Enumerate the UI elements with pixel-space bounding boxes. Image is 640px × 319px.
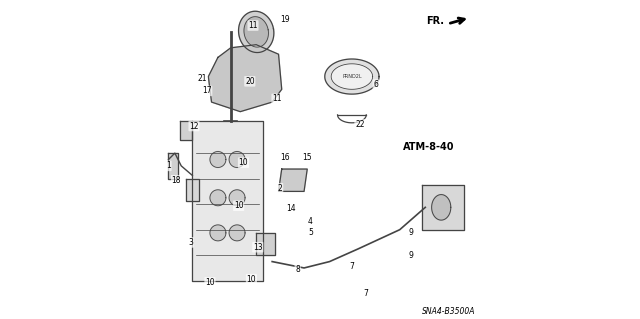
Polygon shape	[180, 121, 193, 140]
Text: 10: 10	[205, 278, 215, 287]
Polygon shape	[422, 185, 463, 230]
Polygon shape	[193, 121, 262, 281]
Text: SNA4-B3500A: SNA4-B3500A	[422, 307, 476, 315]
Text: FR.: FR.	[426, 16, 444, 26]
Polygon shape	[186, 179, 199, 201]
Text: 19: 19	[280, 15, 290, 24]
Text: 1: 1	[166, 161, 171, 170]
Text: 7: 7	[364, 289, 369, 298]
Polygon shape	[168, 153, 178, 179]
Text: 11: 11	[248, 21, 258, 30]
Polygon shape	[229, 152, 245, 167]
Text: ATM-8-40: ATM-8-40	[403, 142, 454, 152]
Text: 18: 18	[172, 176, 181, 185]
Polygon shape	[210, 225, 226, 241]
Text: 12: 12	[189, 122, 199, 130]
Text: 21: 21	[197, 74, 207, 83]
Text: 10: 10	[246, 275, 256, 284]
Text: 9: 9	[408, 228, 413, 237]
Polygon shape	[331, 64, 372, 89]
Polygon shape	[210, 152, 226, 167]
Text: 4: 4	[308, 217, 313, 226]
Text: 16: 16	[280, 153, 290, 162]
Text: 6: 6	[373, 80, 378, 89]
Text: 5: 5	[308, 228, 313, 237]
Text: 15: 15	[303, 153, 312, 162]
Polygon shape	[431, 195, 451, 220]
Text: 17: 17	[202, 86, 212, 95]
Text: 9: 9	[408, 251, 413, 260]
Text: 7: 7	[349, 262, 355, 271]
Text: 10: 10	[234, 201, 243, 210]
Text: 3: 3	[188, 238, 193, 247]
Polygon shape	[229, 190, 245, 206]
Text: 8: 8	[295, 265, 300, 274]
Text: 10: 10	[239, 158, 248, 167]
Text: 2: 2	[278, 184, 282, 193]
Polygon shape	[256, 233, 275, 255]
Polygon shape	[229, 225, 245, 241]
Text: 13: 13	[253, 243, 262, 252]
Polygon shape	[239, 11, 274, 53]
Text: 22: 22	[355, 120, 365, 129]
Polygon shape	[210, 190, 226, 206]
Text: PRND2L: PRND2L	[342, 74, 362, 79]
Text: 14: 14	[287, 204, 296, 213]
Polygon shape	[278, 169, 307, 191]
Polygon shape	[325, 59, 379, 94]
Text: 11: 11	[272, 94, 282, 103]
Polygon shape	[209, 45, 282, 112]
Text: 20: 20	[245, 77, 255, 86]
Polygon shape	[244, 17, 268, 47]
